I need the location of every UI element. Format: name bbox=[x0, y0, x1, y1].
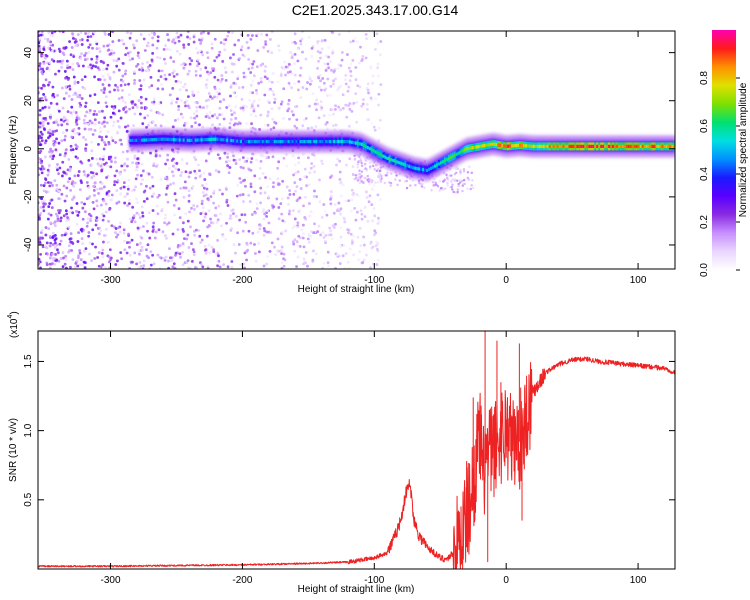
snr-scale-exponent: 4 bbox=[7, 315, 14, 319]
colorbar-tick-label: 0.6 bbox=[699, 119, 710, 133]
snr-y-label: SNR (10 * v/v) bbox=[8, 418, 19, 482]
snr-x-tick-label: 0 bbox=[503, 575, 509, 586]
snr-plot-area bbox=[38, 331, 675, 569]
spectrogram-y-tick-label: 20 bbox=[23, 95, 34, 107]
colorbar-tick-label: 0.2 bbox=[699, 215, 710, 229]
snr-y-tick-label: 0.5 bbox=[23, 492, 34, 506]
snr-x-label: Height of straight line (km) bbox=[298, 584, 415, 595]
snr-frame bbox=[37, 330, 676, 570]
snr-line bbox=[38, 356, 675, 569]
colorbar: 0.0 0.2 0.4 0.6 0.8 Normalized spectral ampl… bbox=[699, 30, 749, 277]
snr-scale-prefix: (x10 bbox=[9, 318, 20, 338]
snr-y-axis: 0.5 1.0 1.5 bbox=[23, 354, 675, 507]
spectrogram-x-axis: -300 -200 -100 0 100 bbox=[101, 31, 647, 286]
spectrogram-y-tick-label: -40 bbox=[23, 237, 34, 252]
chart-title: C2E1.2025.343.17.00.G14 bbox=[292, 2, 459, 18]
colorbar-label: Normalized spectral amplitude bbox=[738, 82, 749, 217]
spectrogram-x-tick-label: -300 bbox=[101, 275, 121, 286]
snr-scale-suffix: ) bbox=[9, 311, 20, 314]
colorbar-gradient bbox=[712, 30, 736, 270]
snr-x-tick-label: -200 bbox=[232, 575, 252, 586]
spectrogram-x-label: Height of straight line (km) bbox=[298, 284, 415, 295]
snr-y-tick-label: 1.0 bbox=[23, 423, 34, 437]
snr-panel: -300 -200 -100 0 100 0.5 1.0 1.5 Height of str… bbox=[7, 311, 676, 595]
spectrogram-x-tick-label: -100 bbox=[364, 275, 384, 286]
snr-x-tick-label: -100 bbox=[364, 575, 384, 586]
colorbar-ticks: 0.0 0.2 0.4 0.6 0.8 bbox=[699, 71, 740, 277]
spectrogram-x-tick-label: 0 bbox=[503, 275, 509, 286]
colorbar-tick-label: 0.8 bbox=[699, 71, 710, 85]
spectrogram-x-tick-label: -200 bbox=[232, 275, 252, 286]
snr-line-group bbox=[38, 331, 675, 569]
snr-x-axis: -300 -200 -100 0 100 bbox=[101, 331, 647, 586]
snr-x-tick-label: -300 bbox=[101, 575, 121, 586]
spectrogram-frame bbox=[37, 30, 676, 270]
snr-x-tick-label: 100 bbox=[630, 575, 647, 586]
colorbar-tick-label: 0.0 bbox=[699, 263, 710, 277]
svg-text:(x104): (x104) bbox=[7, 311, 20, 338]
spectrogram-y-axis: -40 -20 0 20 40 bbox=[23, 47, 675, 252]
spectrogram-y-label: Frequency (Hz) bbox=[8, 116, 19, 185]
spectrogram-y-tick-label: 40 bbox=[23, 47, 34, 59]
snr-y-tick-label: 1.5 bbox=[23, 354, 34, 368]
snr-scale-label: (x104) bbox=[7, 311, 20, 338]
spectrogram-x-tick-label: 100 bbox=[630, 275, 647, 286]
colorbar-tick-label: 0.4 bbox=[699, 167, 710, 181]
spectrogram-y-tick-label: -20 bbox=[23, 189, 34, 204]
spectrogram-y-tick-label: 0 bbox=[23, 146, 34, 152]
spectrogram-ridge bbox=[129, 128, 675, 182]
